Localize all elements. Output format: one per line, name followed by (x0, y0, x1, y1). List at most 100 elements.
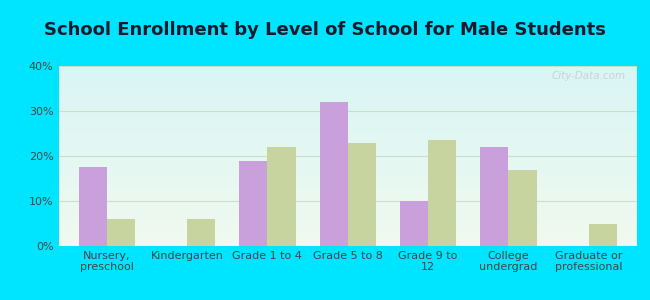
Bar (58, 133, 637, 134)
Bar (58, 84, 637, 86)
Bar (58, 140, 637, 142)
Bar (58, 201, 637, 203)
Bar (58, 188, 637, 190)
Bar (58, 203, 637, 205)
Bar (58, 68, 637, 70)
Bar (348, 142, 376, 246)
Bar (58, 208, 637, 210)
Bar (58, 142, 637, 143)
Bar (58, 244, 637, 246)
Bar (58, 134, 637, 136)
Bar (58, 228, 637, 230)
Bar (58, 165, 637, 167)
Bar (58, 226, 637, 228)
Bar (58, 100, 637, 102)
Bar (58, 176, 637, 178)
Bar (58, 102, 637, 104)
Bar (58, 152, 637, 154)
Bar (58, 214, 637, 215)
Text: School Enrollment by Level of School for Male Students: School Enrollment by Level of School for… (44, 21, 606, 39)
Bar (58, 145, 637, 147)
Bar (58, 237, 637, 239)
Bar (79, 167, 107, 246)
Bar (320, 102, 348, 246)
Bar (58, 170, 637, 172)
Bar (58, 192, 637, 194)
Bar (58, 91, 637, 93)
Bar (58, 138, 637, 140)
Bar (58, 221, 637, 223)
Bar (58, 98, 637, 100)
Bar (187, 219, 215, 246)
Bar (58, 73, 637, 75)
Bar (58, 70, 637, 71)
Bar (58, 210, 637, 212)
Bar (58, 232, 637, 233)
Bar (58, 194, 637, 196)
Bar (58, 82, 637, 84)
Bar (58, 95, 637, 97)
Bar (480, 147, 508, 246)
Bar (428, 140, 456, 246)
Bar (58, 174, 637, 176)
Bar (107, 219, 135, 246)
Bar (58, 185, 637, 187)
Bar (58, 120, 637, 122)
Bar (58, 241, 637, 242)
Bar (58, 223, 637, 224)
Bar (58, 206, 637, 208)
Bar (58, 109, 637, 111)
Bar (239, 160, 267, 246)
Bar (58, 66, 637, 68)
Bar (508, 169, 536, 246)
Bar (58, 187, 637, 188)
Bar (58, 178, 637, 179)
Bar (58, 196, 637, 197)
Bar (58, 89, 637, 91)
Bar (58, 215, 637, 217)
Bar (58, 79, 637, 80)
Bar (58, 118, 637, 120)
Bar (58, 172, 637, 174)
Bar (58, 129, 637, 131)
Bar (58, 212, 637, 214)
Bar (58, 116, 637, 118)
Bar (58, 219, 637, 221)
Bar (58, 106, 637, 107)
Bar (58, 235, 637, 237)
Bar (58, 183, 637, 185)
Bar (58, 125, 637, 127)
Bar (58, 107, 637, 109)
Bar (58, 136, 637, 138)
Bar (58, 127, 637, 129)
Bar (589, 224, 617, 246)
Bar (58, 104, 637, 106)
Bar (58, 217, 637, 219)
Bar (58, 115, 637, 116)
Bar (58, 169, 637, 170)
Bar (58, 77, 637, 79)
Bar (58, 224, 637, 226)
Bar (400, 201, 428, 246)
Bar (58, 113, 637, 115)
Bar (58, 239, 637, 241)
Bar (58, 147, 637, 149)
Bar (58, 154, 637, 156)
Bar (58, 158, 637, 160)
Bar (58, 111, 637, 113)
Bar (58, 163, 637, 165)
Bar (58, 233, 637, 235)
Bar (58, 93, 637, 95)
Bar (58, 80, 637, 82)
Bar (58, 149, 637, 151)
Bar (58, 143, 637, 145)
Bar (58, 181, 637, 183)
Bar (58, 205, 637, 206)
Bar (58, 151, 637, 152)
Bar (58, 124, 637, 125)
Bar (58, 75, 637, 77)
Bar (58, 197, 637, 199)
Bar (58, 97, 637, 98)
Bar (58, 156, 637, 158)
Text: City-Data.com: City-Data.com (551, 71, 625, 81)
